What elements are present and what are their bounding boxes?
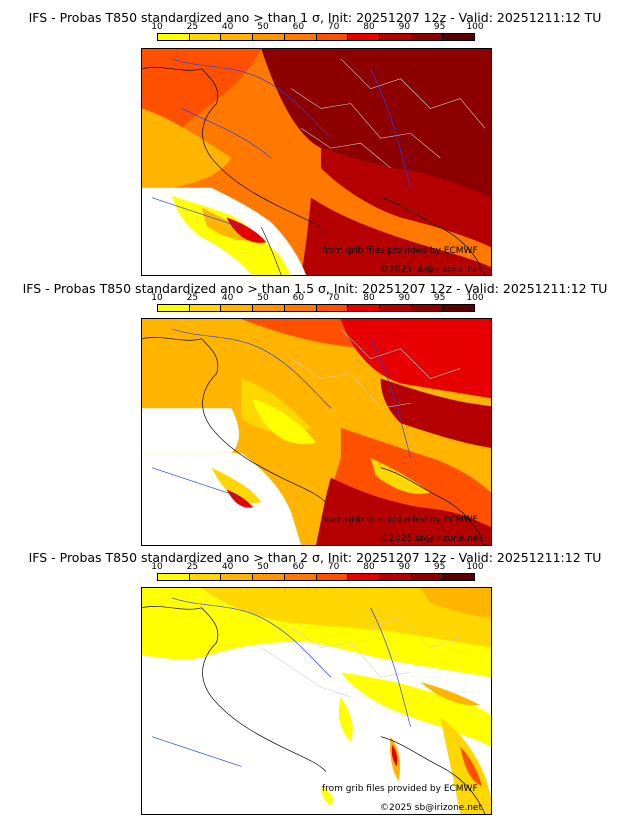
colorbar-tick-label: 70 — [327, 22, 340, 32]
colorbar-tick-label: 40 — [221, 22, 234, 32]
colorbar-swatch — [284, 574, 317, 580]
colorbar-swatch — [316, 574, 349, 580]
map-field — [142, 319, 491, 545]
colorbar-swatch — [189, 34, 222, 40]
colorbar-tick-label: 90 — [398, 22, 411, 32]
probability-map — [141, 587, 492, 815]
colorbar-tick-label: 95 — [433, 22, 446, 32]
credit-copyright: ©2025 sb@irizone.net — [380, 534, 482, 544]
colorbar-tick-label: 50 — [257, 293, 269, 303]
panel-title: IFS - Probas T850 standardized ano > tha… — [28, 550, 602, 565]
credit-source: from grib files provided by ECMWF — [322, 246, 478, 256]
colorbar-tick-label: 10 — [151, 562, 163, 572]
colorbar-tick-label: 100 — [466, 22, 484, 32]
colorbar-swatch — [284, 305, 317, 311]
colorbar-swatch — [253, 574, 285, 580]
colorbar-tick-label: 40 — [221, 562, 234, 572]
colorbar: 10 25 40 50 60 70 80 90 95 100 — [151, 22, 484, 42]
colorbar-tick-label: 25 — [186, 562, 199, 572]
colorbar-swatch — [158, 34, 190, 40]
map-field — [142, 49, 491, 275]
panel-title: IFS - Probas T850 standardized ano > tha… — [28, 10, 602, 25]
colorbar-swatch — [189, 574, 222, 580]
colorbar-tick-label: 80 — [363, 22, 375, 32]
credit-copyright: ©2025 sb@irizone.net — [380, 803, 482, 813]
colorbar-swatch — [443, 574, 475, 580]
colorbar-tick-label: 50 — [257, 562, 269, 572]
colorbar-tick-label: 60 — [292, 22, 305, 32]
colorbar: 10 25 40 50 60 70 80 90 95 100 — [151, 293, 484, 313]
colorbar-swatch — [411, 305, 444, 311]
probability-map — [141, 318, 492, 546]
colorbar-swatch — [443, 34, 475, 40]
map-field — [142, 588, 491, 814]
colorbar-labels: 10 25 40 50 60 70 80 90 95 100 — [151, 562, 483, 573]
colorbar-labels: 10 25 40 50 60 70 80 90 95 100 — [151, 293, 483, 304]
colorbar-tick-label: 80 — [363, 562, 375, 572]
colorbar-tick-label: 70 — [327, 293, 340, 303]
colorbar-swatch — [411, 34, 444, 40]
credit-source: from grib files provided by ECMWF — [322, 784, 478, 794]
colorbar-swatch — [348, 34, 380, 40]
colorbar-swatch — [253, 305, 285, 311]
colorbar-swatch — [253, 34, 285, 40]
colorbar-swatch — [348, 305, 380, 311]
colorbar-tick-label: 95 — [433, 562, 446, 572]
colorbar-labels: 10 25 40 50 60 70 80 90 95 100 — [151, 22, 483, 33]
colorbar-tick-label: 70 — [327, 562, 340, 572]
colorbar-tick-label: 40 — [221, 293, 234, 303]
colorbar-tick-label: 60 — [292, 562, 305, 572]
colorbar-swatch — [379, 34, 412, 40]
colorbar-tick-label: 95 — [433, 293, 446, 303]
panel-title: IFS - Probas T850 standardized ano > tha… — [22, 281, 608, 296]
colorbar-swatch — [158, 574, 190, 580]
colorbar-swatch — [443, 305, 475, 311]
colorbar-tick-label: 25 — [186, 293, 199, 303]
colorbar-swatch — [284, 34, 317, 40]
colorbar-swatch — [379, 574, 412, 580]
colorbar-swatch — [221, 305, 254, 311]
probability-map — [141, 48, 492, 276]
colorbar-swatches — [157, 33, 475, 41]
colorbar-tick-label: 100 — [466, 293, 484, 303]
colorbar-tick-label: 60 — [292, 293, 305, 303]
colorbar-swatches — [157, 573, 475, 581]
colorbar-tick-label: 25 — [186, 22, 199, 32]
colorbar-swatch — [316, 305, 349, 311]
colorbar-swatch — [221, 34, 254, 40]
colorbar-swatch — [348, 574, 380, 580]
colorbar-tick-label: 90 — [398, 562, 411, 572]
colorbar-tick-label: 50 — [257, 22, 269, 32]
colorbar-swatch — [411, 574, 444, 580]
credit-copyright: ©2025 sb@irizone.net — [380, 265, 482, 275]
colorbar-tick-label: 10 — [151, 293, 163, 303]
colorbar-swatch — [379, 305, 412, 311]
colorbar: 10 25 40 50 60 70 80 90 95 100 — [151, 562, 484, 582]
colorbar-swatch — [221, 574, 254, 580]
credit-source: from grib files provided by ECMWF — [322, 515, 478, 525]
colorbar-tick-label: 80 — [363, 293, 375, 303]
colorbar-tick-label: 100 — [466, 562, 484, 572]
colorbar-swatch — [316, 34, 349, 40]
colorbar-swatches — [157, 304, 475, 312]
colorbar-swatch — [189, 305, 222, 311]
colorbar-tick-label: 10 — [151, 22, 163, 32]
colorbar-swatch — [158, 305, 190, 311]
colorbar-tick-label: 90 — [398, 293, 411, 303]
